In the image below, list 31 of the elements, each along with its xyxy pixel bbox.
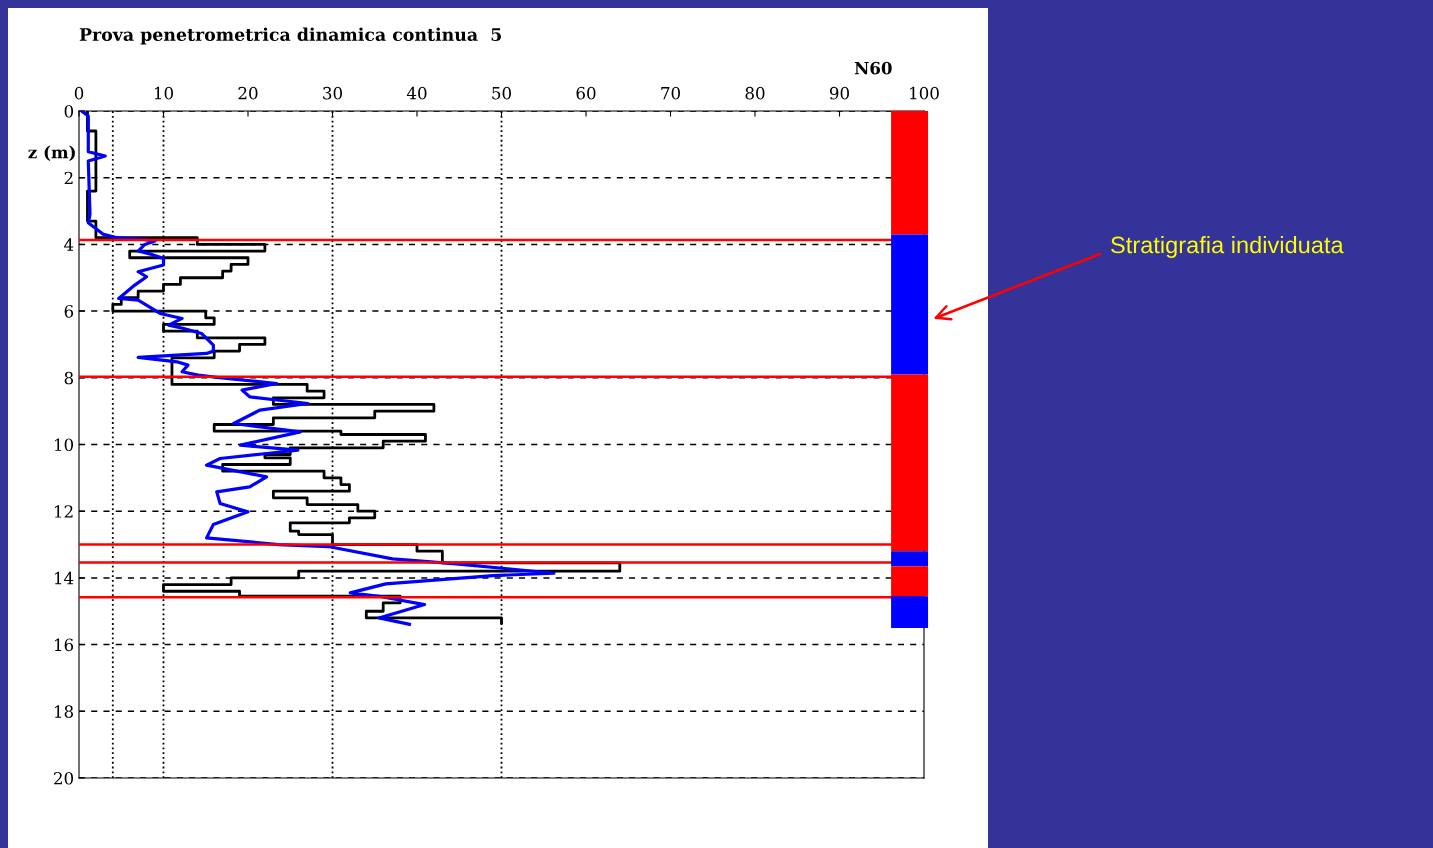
y-tick-label: 20 bbox=[54, 771, 74, 785]
x-tick-label: 90 bbox=[829, 86, 849, 100]
bar bbox=[891, 551, 929, 567]
x-axis-title: N60 bbox=[854, 61, 892, 75]
y-tick-label: 2 bbox=[64, 171, 73, 185]
y-tick-label: 10 bbox=[54, 438, 74, 452]
y-axis-title: z (m) bbox=[28, 145, 75, 161]
y-tick-label: 16 bbox=[54, 638, 74, 652]
bar bbox=[891, 566, 929, 597]
bar bbox=[891, 234, 929, 375]
x-tick-label: 40 bbox=[406, 86, 427, 100]
text: Stratigrafia individuata bbox=[1111, 236, 1344, 259]
x-tick-label: 80 bbox=[745, 86, 765, 100]
bar bbox=[891, 596, 929, 628]
bar bbox=[891, 111, 929, 235]
y-tick-label: 12 bbox=[54, 505, 73, 518]
y-tick-label: 8 bbox=[64, 371, 74, 385]
x-tick-label: 10 bbox=[154, 86, 173, 100]
x-tick-label: 70 bbox=[661, 86, 680, 100]
y-tick-label: 6 bbox=[64, 305, 74, 318]
x-tick-label: 50 bbox=[492, 86, 511, 100]
x-tick-label: 0 bbox=[74, 86, 84, 100]
chart-title: Prova penetrometrica dinamica continua 5 bbox=[79, 27, 501, 45]
y-tick-label: 0 bbox=[64, 104, 74, 118]
x-tick-label: 100 bbox=[910, 86, 939, 100]
y-tick-label: 4 bbox=[64, 238, 74, 251]
x-tick-label: 30 bbox=[323, 86, 342, 100]
y-tick-label: 18 bbox=[54, 705, 74, 718]
x-tick-label: 20 bbox=[238, 86, 258, 100]
y-tick-label: 14 bbox=[54, 571, 74, 585]
x-tick-label: 60 bbox=[576, 86, 596, 100]
